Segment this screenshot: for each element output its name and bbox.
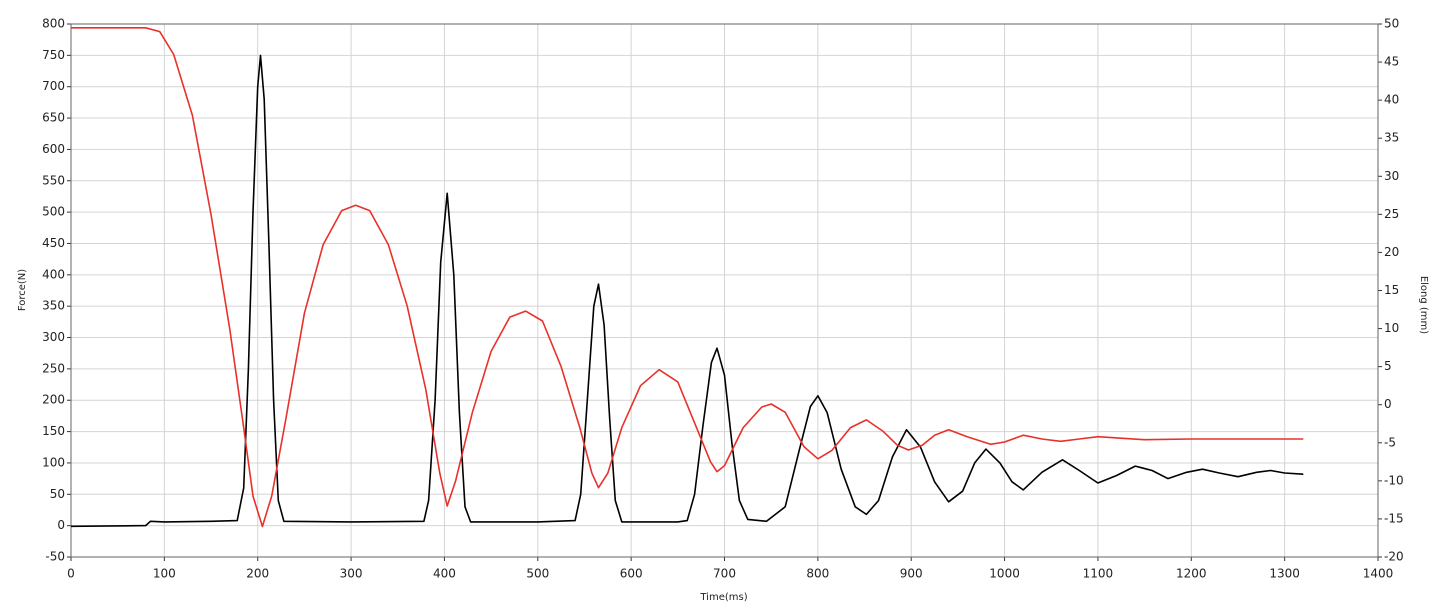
y-tick-label: 200 (42, 393, 65, 407)
y2-tick-label: 15 (1384, 283, 1399, 297)
y2-tick-label: 45 (1384, 55, 1399, 69)
y2-tick-label: 5 (1384, 359, 1392, 373)
y2-tick-label: 30 (1384, 169, 1399, 183)
y-tick-label: 50 (50, 487, 65, 501)
y-tick-label: 450 (42, 236, 65, 250)
y-tick-label: 350 (42, 299, 65, 313)
x-tick-label: 1300 (1269, 567, 1300, 581)
y-axis-label: Force(N) (17, 269, 28, 311)
x-tick-label: 1000 (989, 567, 1020, 581)
y2-tick-label: 40 (1384, 93, 1399, 107)
y2-tick-label: 10 (1384, 321, 1399, 335)
y-tick-label: 600 (42, 142, 65, 156)
x-tick-label: 0 (67, 567, 75, 581)
x-tick-label: 300 (340, 567, 363, 581)
y-tick-label: 100 (42, 455, 65, 469)
x-tick-label: 1200 (1176, 567, 1207, 581)
y2-tick-label: 20 (1384, 245, 1399, 259)
line-series (71, 27, 1304, 528)
x-tick-label: 400 (433, 567, 456, 581)
x-tick-label: 500 (526, 567, 549, 581)
y-tick-label: 800 (42, 17, 65, 31)
y-tick-label: 250 (42, 361, 65, 375)
x-tick-label: 100 (153, 567, 176, 581)
y-tick-label: 650 (42, 111, 65, 125)
y-tick-label: 300 (42, 330, 65, 344)
y2-tick-label: 35 (1384, 131, 1399, 145)
y2-axis-label: Elong (mm) (1418, 276, 1429, 334)
x-tick-label: 1400 (1363, 567, 1394, 581)
y2-tick-label: 50 (1384, 17, 1399, 31)
y-tick-label: 500 (42, 205, 65, 219)
x-tick-label: 800 (806, 567, 829, 581)
y-tick-label: -50 (45, 550, 65, 564)
line-series (70, 54, 1304, 528)
x-tick-label: 200 (246, 567, 269, 581)
x-axis-label: Time(ms) (699, 592, 747, 603)
x-tick-label: 1100 (1083, 567, 1114, 581)
y2-tick-label: -5 (1384, 435, 1396, 449)
y2-tick-label: -15 (1384, 511, 1404, 525)
x-tick-label: 600 (620, 567, 643, 581)
y-tick-label: 700 (42, 79, 65, 93)
y-tick-label: 750 (42, 48, 65, 62)
y-tick-label: 0 (57, 518, 65, 532)
x-tick-label: 700 (713, 567, 736, 581)
y2-tick-label: -20 (1384, 550, 1404, 564)
x-tick-label: 900 (900, 567, 923, 581)
y-tick-label: 150 (42, 424, 65, 438)
y2-tick-label: -10 (1384, 473, 1404, 487)
y-tick-label: 550 (42, 173, 65, 187)
y2-tick-label: 25 (1384, 207, 1399, 221)
y2-tick-label: 0 (1384, 397, 1392, 411)
y-tick-label: 400 (42, 267, 65, 281)
plot-frame (70, 23, 1379, 558)
